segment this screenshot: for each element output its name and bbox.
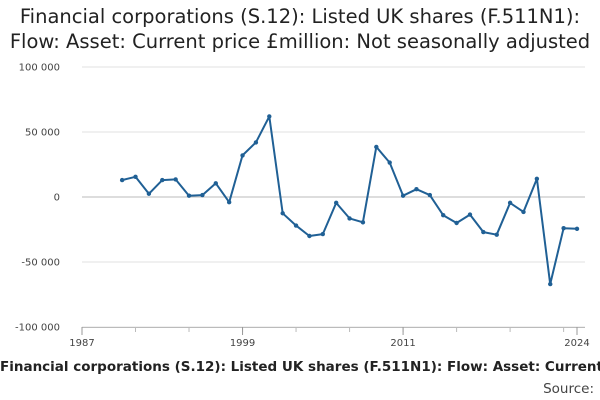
data-point	[481, 229, 486, 235]
data-point	[146, 191, 152, 196]
data-point	[414, 187, 419, 192]
data-point	[240, 153, 245, 158]
data-point	[133, 174, 138, 180]
data-point	[561, 226, 566, 231]
data-point	[427, 192, 433, 198]
data-point	[320, 231, 326, 237]
y-tick-label: 50 000	[25, 128, 60, 139]
data-point	[333, 200, 339, 206]
data-point	[441, 213, 446, 218]
data-point	[293, 223, 299, 228]
data-point	[507, 200, 513, 206]
data-point	[454, 220, 459, 226]
data-point	[374, 144, 379, 150]
y-tick-label: -100 000	[15, 323, 60, 334]
data-point	[200, 192, 205, 198]
data-point	[534, 176, 540, 181]
data-point	[307, 233, 312, 239]
data-point	[548, 281, 553, 287]
data-point	[521, 209, 526, 215]
chart-title-line-1: Financial corporations (S.12): Listed UK…	[19, 5, 581, 28]
x-tick-label: 2011	[390, 338, 415, 349]
data-point	[494, 232, 499, 237]
data-point	[213, 181, 218, 186]
data-point	[467, 212, 473, 217]
series-line	[121, 115, 578, 286]
data-point	[186, 193, 192, 198]
y-tick-label: -50 000	[21, 258, 60, 269]
x-tick-label: 1999	[230, 338, 255, 349]
data-point	[267, 114, 272, 119]
x-axis-label: Financial corporations (S.12): Listed UK…	[0, 359, 600, 375]
data-point	[173, 177, 178, 182]
data-point	[253, 140, 259, 145]
source-label: Source:	[543, 381, 594, 397]
y-tick-label: 0	[54, 193, 60, 204]
x-tick-label: 1987	[69, 338, 94, 349]
x-tick-label: 2024	[564, 338, 589, 349]
data-point	[574, 226, 580, 232]
data-point	[347, 216, 352, 221]
data-point	[387, 160, 392, 165]
data-point	[360, 220, 366, 225]
data-point	[160, 177, 165, 183]
chart-title: Financial corporations (S.12): Listed UK…	[0, 4, 600, 54]
data-point	[226, 200, 232, 205]
data-point	[400, 193, 406, 198]
chart-title-line-2: Flow: Asset: Current price £million: Not…	[9, 30, 591, 53]
y-tick-label: 100 000	[19, 63, 60, 74]
data-point	[280, 211, 285, 216]
data-point	[119, 177, 125, 183]
